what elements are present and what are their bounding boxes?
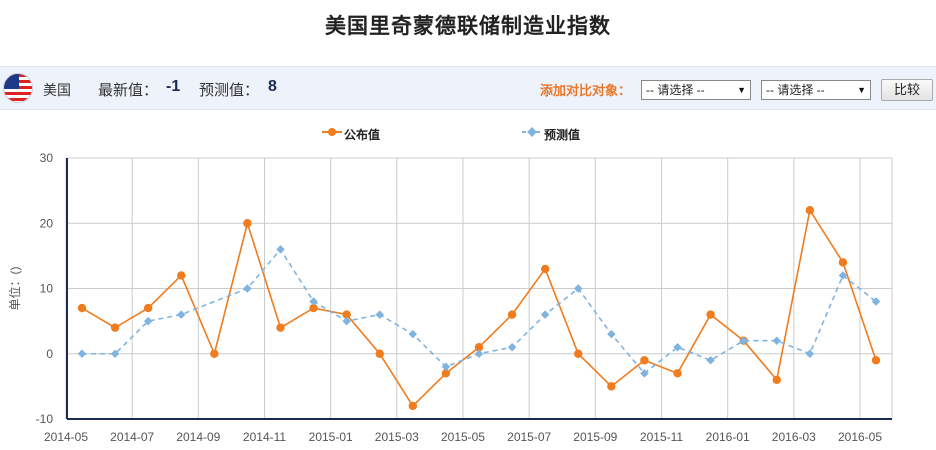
data-point-forecast: [342, 316, 351, 326]
data-point-actual: [607, 382, 616, 391]
legend-label-actual: 公布值: [344, 128, 381, 142]
series-line-actual: [81, 208, 877, 408]
x-tick-label: 2015-05: [441, 430, 485, 444]
data-point-actual: [673, 369, 682, 378]
chevron-down-icon: ▼: [737, 85, 746, 95]
data-point-actual: [243, 219, 252, 228]
data-point-actual: [474, 343, 484, 352]
data-point-actual: [640, 356, 649, 365]
forecast-value: 8: [268, 78, 277, 95]
x-tick-label: 2015-09: [573, 430, 617, 444]
compare-select-2-value: -- 请选择 --: [766, 83, 825, 97]
data-point-actual: [574, 349, 583, 358]
data-point-forecast: [540, 310, 550, 319]
line-chart: -10 0 10 20 30 2014-05 2014-07 2014-09 2014-11 20…: [7, 151, 893, 444]
data-point-actual: [805, 206, 815, 215]
x-tick-label: 2015-07: [507, 430, 551, 444]
data-point-actual: [706, 310, 715, 319]
series-line-forecast: [82, 248, 877, 375]
data-point-forecast: [772, 336, 781, 345]
data-point-actual: [375, 349, 384, 358]
data-point-forecast: [507, 342, 517, 352]
data-point-forecast: [607, 329, 616, 339]
data-point-forecast: [77, 349, 87, 358]
data-point-forecast: [474, 349, 484, 358]
x-tick-label: 2016-01: [706, 430, 750, 444]
data-point-actual: [309, 303, 318, 313]
data-point-actual: [143, 303, 153, 313]
data-point-actual: [210, 349, 219, 358]
compare-select-1[interactable]: -- 请选择 -- ▼: [641, 80, 751, 100]
compare-select-2[interactable]: -- 请选择 -- ▼: [761, 80, 871, 100]
data-point-actual: [540, 264, 550, 274]
compare-label: 添加对比对象：: [540, 83, 632, 98]
latest-value: -1: [166, 78, 181, 95]
page-title: 美国里奇蒙德联储制造业指数: [325, 15, 611, 38]
data-point-forecast: [243, 284, 252, 293]
data-point-actual: [772, 375, 781, 385]
data-point-forecast: [706, 356, 715, 365]
data-point-actual: [110, 323, 120, 332]
x-tick-label: 2014-09: [176, 430, 220, 444]
legend-marker-forecast: [522, 127, 542, 137]
legend-marker-actual: [322, 128, 342, 136]
x-tick-label: 2016-05: [838, 430, 882, 444]
data-point-forecast: [574, 284, 583, 293]
us-flag-icon: [3, 73, 33, 103]
data-point-actual: [177, 271, 186, 280]
data-point-forecast: [276, 245, 285, 254]
y-axis-label: 单位：(): [7, 267, 22, 311]
data-point-actual: [276, 323, 285, 332]
data-point-actual: [838, 258, 848, 267]
x-tick-label: 2014-07: [110, 430, 154, 444]
data-point-forecast: [143, 316, 153, 326]
y-tick-label: 0: [46, 347, 53, 361]
data-point-forecast: [177, 310, 186, 319]
latest-value-label: 最新值：: [98, 82, 159, 99]
y-tick-label: 20: [40, 216, 54, 230]
forecast-value-label: 预测值：: [199, 82, 260, 99]
data-point-actual: [77, 303, 87, 313]
y-tick-label: -10: [36, 412, 54, 426]
data-point-forecast: [110, 349, 120, 358]
data-point-forecast: [309, 297, 318, 306]
compare-button[interactable]: 比较: [881, 79, 933, 101]
x-tick-label: 2015-03: [375, 430, 419, 444]
x-tick-label: 2015-11: [640, 430, 683, 444]
data-point-forecast: [673, 342, 682, 352]
legend-label-forecast: 预测值: [544, 128, 581, 142]
data-point-actual: [441, 369, 451, 378]
x-tick-label: 2015-01: [309, 430, 353, 444]
compare-select-1-value: -- 请选择 --: [646, 83, 705, 97]
info-bar: 美国 最新值： -1 预测值： 8 添加对比对象： -- 请选择 -- ▼ --…: [0, 66, 936, 110]
data-point-actual: [408, 401, 418, 411]
data-point-forecast: [805, 349, 815, 358]
chart-legend: 公布值 预测值: [0, 124, 936, 144]
data-point-actual: [507, 310, 517, 319]
data-point-actual: [871, 356, 881, 365]
x-tick-label: 2014-11: [243, 430, 286, 444]
y-tick-label: 10: [40, 282, 54, 296]
x-tick-label: 2016-03: [772, 430, 816, 444]
data-point-forecast: [375, 310, 384, 319]
data-point-forecast: [408, 329, 418, 339]
data-point-actual: [342, 310, 351, 319]
x-tick-label: 2014-05: [44, 430, 88, 444]
data-point-forecast: [441, 362, 451, 372]
chevron-down-icon: ▼: [857, 85, 866, 95]
y-tick-label: 30: [40, 151, 54, 165]
country-name: 美国: [43, 82, 71, 98]
